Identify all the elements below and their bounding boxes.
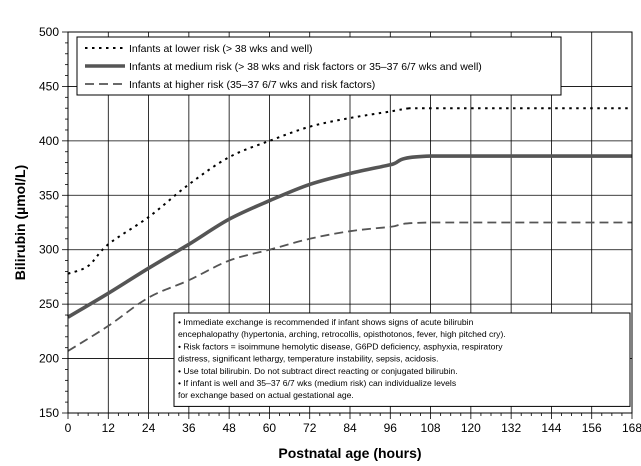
x-tick-label: 84 [343, 421, 357, 435]
series-line-1 [67, 154, 632, 319]
legend-box [76, 36, 562, 96]
note-line-0: • Immediate exchange is recommended if i… [178, 317, 474, 327]
y-tick-label: 450 [39, 79, 59, 93]
plot-frame [67, 31, 633, 414]
y-tick-label: 500 [39, 25, 59, 39]
x-axis-title: Postnatal age (hours) [278, 445, 421, 461]
y-tick-label: 250 [39, 297, 59, 311]
x-tick-label: 96 [384, 421, 398, 435]
y-tick-label: 200 [39, 352, 59, 366]
note-line-5: • If infant is well and 35–37 6/7 wks (m… [178, 378, 456, 388]
x-tick-label: 132 [501, 421, 521, 435]
note-line-2: • Risk factors = isoimmune hemolytic dis… [178, 341, 503, 351]
x-tick-label: 108 [421, 421, 441, 435]
tick-labels: 0 12 24 36 48 60 72 84 96 108 120 132 144 156 168 150 20… [39, 25, 641, 435]
x-tick-label: 168 [622, 421, 641, 435]
x-tick-label: 144 [541, 421, 561, 435]
note-line-6: for exchange based on actual gestational… [178, 390, 354, 400]
note-line-3: distress, significant lethargy, temperat… [178, 354, 438, 364]
x-tick-label: 60 [263, 421, 277, 435]
x-tick-label: 12 [102, 421, 116, 435]
x-tick-label: 120 [461, 421, 481, 435]
x-tick-label: 36 [182, 421, 196, 435]
y-axis-title: Bilirubin (µmol/L) [12, 165, 28, 280]
note-line-1: encephalopathy (hypertonia, arching, ret… [178, 329, 506, 339]
x-tick-label: 156 [582, 421, 602, 435]
y-tick-label: 150 [39, 406, 59, 420]
x-tick-label: 48 [222, 421, 236, 435]
y-tick-label: 400 [39, 134, 59, 148]
y-tick-label: 350 [39, 188, 59, 202]
series-layer [67, 107, 632, 352]
notes-box-frame [173, 312, 631, 407]
legend-label-0: Infants at lower risk (> 38 wks and well… [129, 43, 313, 55]
legend-label-1: Infants at medium risk (> 38 wks and ris… [129, 61, 482, 73]
notes-box: • Immediate exchange is recommended if i… [173, 312, 631, 407]
x-tick-label: 0 [65, 421, 72, 435]
y-tick-label: 300 [39, 243, 59, 257]
series-line-2 [67, 221, 632, 352]
legend-label-2: Infants at higher risk (35–37 6/7 wks an… [129, 79, 375, 91]
x-tick-label: 72 [303, 421, 317, 435]
legend: Infants at lower risk (> 38 wks and well… [76, 36, 562, 96]
series-line-0 [67, 107, 632, 275]
note-line-4: • Use total bilirubin. Do not subtract d… [178, 366, 458, 376]
x-tick-label: 24 [142, 421, 156, 435]
